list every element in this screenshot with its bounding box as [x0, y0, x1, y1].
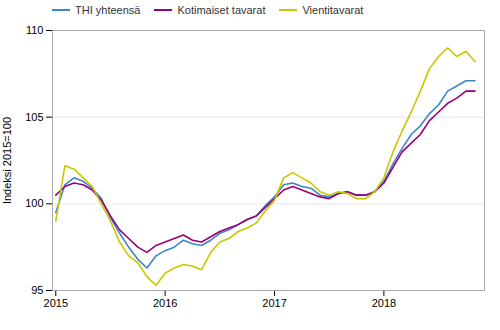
html-text:Kotimaiset tavarat: Kotimaiset tavarat	[177, 4, 266, 16]
svg-text:Indeksi 2015=100: Indeksi 2015=100	[1, 117, 13, 204]
svg-text:110: 110	[26, 24, 44, 36]
svg-text:95: 95	[31, 284, 43, 296]
svg-text:2017: 2017	[262, 297, 286, 309]
svg-text:2016: 2016	[153, 297, 177, 309]
svg-text:105: 105	[25, 111, 43, 123]
svg-text:2018: 2018	[372, 297, 396, 309]
svg-text:2015: 2015	[44, 297, 68, 309]
html-text:Vientitavarat: Vientitavarat	[302, 4, 364, 16]
svg-text:100: 100	[25, 197, 43, 209]
html-text:THI yhteensä: THI yhteensä	[75, 4, 141, 16]
